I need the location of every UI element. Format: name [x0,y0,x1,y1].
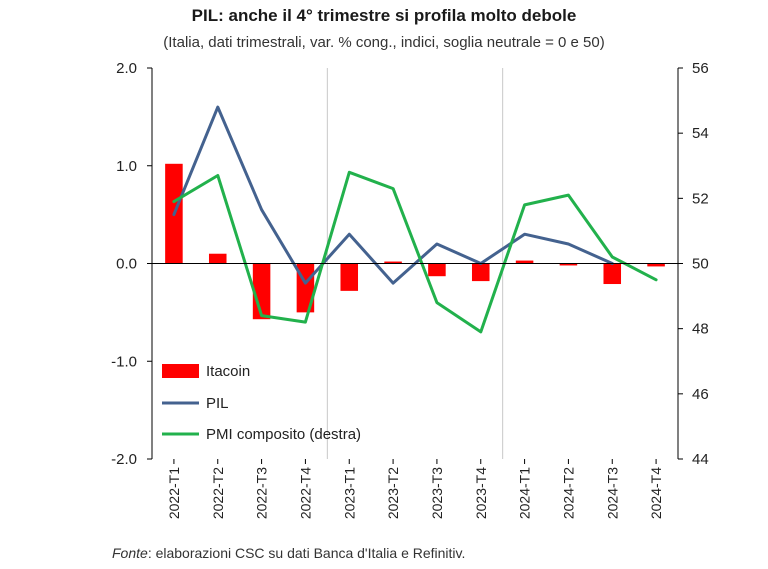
chart-subtitle: (Italia, dati trimestrali, var. % cong.,… [163,34,605,51]
source-note: Fonte: elaborazioni CSC su dati Banca d'… [112,545,465,561]
legend-label: Itacoin [206,363,250,380]
y-left-tick-label: 0.0 [116,256,137,273]
x-tick-label: 2022-T1 [166,467,182,519]
legend-label: PIL [206,395,229,412]
y-left-tick-label: 2.0 [116,60,137,77]
x-tick-label: 2024-T2 [560,467,576,519]
line-pil [172,105,614,285]
legend-swatch-bar [162,364,199,378]
bar-itacoin [647,263,665,267]
line-pmi [172,170,658,334]
x-tick-label: 2022-T3 [254,467,270,519]
x-tick-label: 2023-T2 [385,467,401,519]
x-tick-label: 2024-T1 [517,467,533,519]
source-text: : elaborazioni CSC su dati Banca d'Itali… [147,545,466,561]
bar-itacoin [384,261,402,264]
legend: Itacoin PIL PMI composito (destra) [162,363,361,443]
y-right-tick-label: 54 [692,125,709,142]
bar-itacoin [471,263,490,282]
y-left-tick-label: 1.0 [116,158,137,175]
bar-itacoin [428,263,446,277]
bar-itacoin [559,263,578,266]
chart-title: PIL: anche il 4° trimestre si profila mo… [191,6,577,25]
x-tick-label: 2022-T2 [210,467,226,519]
bar-itacoin [208,253,227,264]
legend-label: PMI composito (destra) [206,426,361,443]
y-right-tick-label: 46 [692,386,709,403]
x-tick-label: 2024-T3 [604,467,620,519]
y-left-tick-label: -2.0 [111,451,137,468]
y-right-tick-label: 48 [692,321,709,338]
lines [172,105,658,334]
bar-itacoin [603,263,622,285]
x-tick-label: 2023-T3 [429,467,445,519]
x-tick-label: 2022-T4 [297,467,313,519]
tick-labels: 2.0 1.0 0.0 -1.0 -2.0 56 54 52 50 48 46 44 2022-T1 20… [111,60,709,519]
y-left-tick-label: -1.0 [111,353,137,370]
y-right-tick-label: 52 [692,190,709,207]
bar-itacoin [515,260,534,264]
y-right-tick-label: 56 [692,60,709,77]
y-right-tick-label: 44 [692,451,709,468]
axes [147,67,683,464]
x-tick-label: 2024-T4 [648,467,664,519]
source-prefix: Fonte [112,545,148,561]
x-tick-label: 2023-T4 [473,467,489,519]
x-tick-label: 2023-T1 [341,467,357,519]
y-right-tick-label: 50 [692,256,709,273]
bar-itacoin [340,263,359,291]
